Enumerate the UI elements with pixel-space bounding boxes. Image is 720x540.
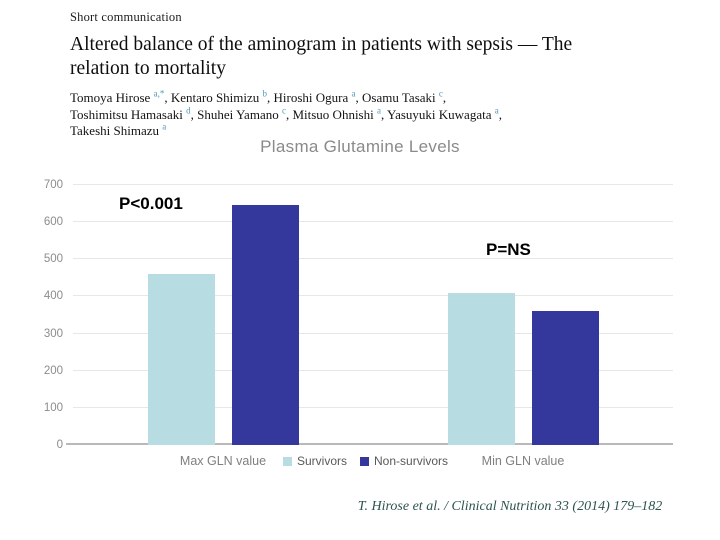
category-label: Max GLN value [179,454,267,468]
y-tick-label: 500 [43,253,63,266]
y-tick-label: 200 [43,364,63,377]
gridline [73,332,673,334]
author-list: Tomoya Hirose a,*, Kentaro Shimizu b, Hi… [70,88,502,140]
affiliation-superscript: a,* [153,88,165,99]
x-axis-line [66,443,673,445]
y-tick-label: 0 [56,439,63,451]
paper-title-line-2: relation to mortality [70,58,226,79]
y-tick-label: 400 [43,290,63,303]
affiliation-superscript: a [376,105,381,116]
significance-annotation-max-gln: P<0.001 [119,194,183,213]
y-tick-label: 300 [43,327,63,340]
section-label: Short communication [70,10,182,24]
category-label: Min GLN value [481,454,565,468]
legend-label-non-survivors: Non-survivors [374,454,449,468]
y-tick-label: 100 [43,401,63,414]
author-line: Takeshi Shimazu a [70,121,167,138]
bar-survivors-max-gln-value [147,274,215,445]
legend-item-non-survivors: Non-survivors [360,454,448,468]
paper-title: Altered balance of the aminogram in pati… [70,33,572,81]
author-line: Tomoya Hirose a,*, Kentaro Shimizu b, Hi… [70,88,447,105]
gridline [73,258,673,260]
chart-legend: Survivors Non-survivors [283,454,448,468]
affiliation-superscript: d [186,105,191,116]
survivors-swatch-icon [283,456,292,466]
y-tick-label: 600 [43,216,63,229]
y-tick-label: 700 [43,179,63,191]
gridline [73,184,673,185]
affiliation-superscript: a [351,88,356,99]
legend-label-survivors: Survivors [297,454,348,468]
affiliation-superscript: c [281,105,286,116]
plot-area: P<0.001 P=NS 700 600 500 400 300 200 100 0 Max G… [44,179,673,468]
non-survivors-swatch-icon [360,456,370,466]
journal-citation: T. Hirose et al. / Clinical Nutrition 33… [357,499,663,514]
affiliation-superscript: a [494,105,499,116]
affiliation-superscript: a [162,121,167,132]
affiliation-superscript: b [262,88,268,99]
gridline [73,369,673,371]
affiliation-superscript: c [438,88,443,99]
bar-non-survivors-max-gln-value [231,205,299,445]
gridline [73,295,673,297]
bar-survivors-min-gln-value [447,292,515,445]
gridline [73,406,673,408]
legend-item-survivors: Survivors [283,454,347,468]
author-line: Toshimitsu Hamasaki d, Shuhei Yamano c, … [70,105,502,122]
significance-annotation-min-gln: P=NS [486,240,531,259]
chart-title: Plasma Glutamine Levels [260,137,460,156]
gridline [73,221,673,223]
paper-title-line-1: Altered balance of the aminogram in pati… [70,34,573,55]
bar-non-survivors-min-gln-value [531,311,599,445]
